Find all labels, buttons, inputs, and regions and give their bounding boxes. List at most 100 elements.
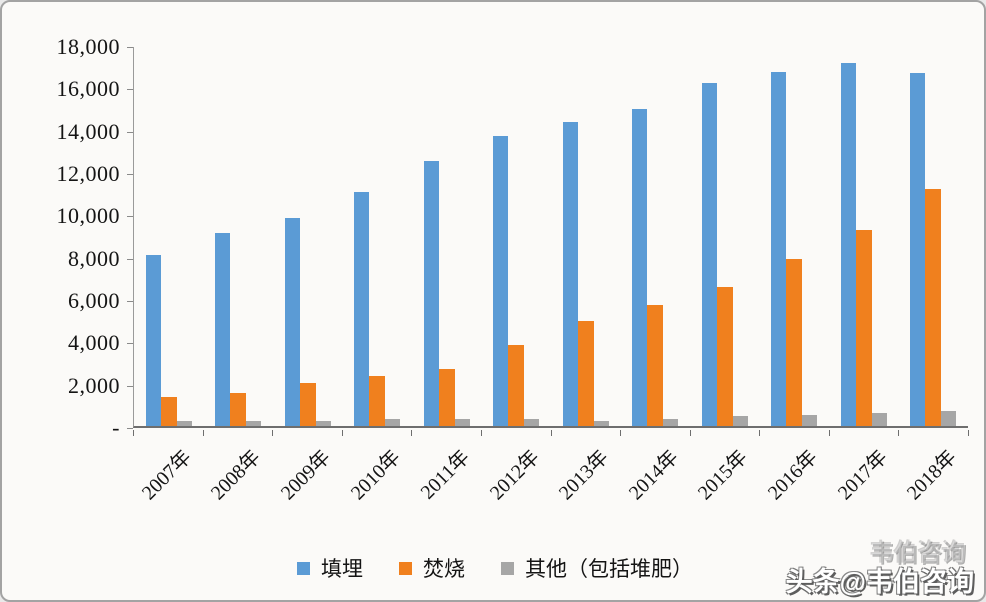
y-axis-tick-label: 12,000 <box>56 161 120 186</box>
x-axis-label-2009年: 2009年 <box>276 446 335 505</box>
x-axis-label-2008年: 2008年 <box>207 446 266 505</box>
y-axis-tick-label: 6,000 <box>68 288 120 313</box>
x-axis-label-2015年: 2015年 <box>694 446 753 505</box>
x-axis-tick-mark <box>480 430 482 436</box>
x-axis-tick-mark <box>202 430 204 436</box>
bar-group-2011年 <box>412 47 482 426</box>
x-axis-label-2018年: 2018年 <box>903 446 962 505</box>
bar-焚烧-2012年 <box>508 344 525 426</box>
y-axis-tick-mark <box>127 174 133 175</box>
y-axis-tick-label: 4,000 <box>68 330 120 356</box>
y-axis-tick-mark <box>127 258 133 260</box>
bar-其他（包括堆肥）-2008年 <box>246 420 262 426</box>
y-axis-tick-label: 2,000 <box>68 372 120 398</box>
bar-填埋-2013年 <box>562 122 578 426</box>
x-axis-tick-mark <box>411 430 413 436</box>
bar-填埋-2014年 <box>632 108 648 426</box>
y-axis-tick-mark <box>127 385 133 387</box>
bar-填埋-2008年 <box>215 233 231 426</box>
bar-填埋-2010年 <box>354 192 370 426</box>
legend-swatch-icon <box>297 561 310 575</box>
bar-其他（包括堆肥）-2016年 <box>802 414 818 426</box>
bar-group-2018年 <box>899 47 969 426</box>
bar-填埋-2009年 <box>284 217 300 426</box>
x-axis-label-2013年: 2013年 <box>555 446 614 505</box>
legend-label: 其他（包括堆肥） <box>525 557 693 581</box>
x-axis-tick-mark <box>133 430 134 436</box>
bar-焚烧-2010年 <box>369 376 386 426</box>
x-axis-label-2016年: 2016年 <box>763 446 822 505</box>
bar-其他（包括堆肥）-2009年 <box>315 420 331 426</box>
bar-焚烧-2007年 <box>160 397 177 426</box>
x-axis-label-2010年: 2010年 <box>346 446 405 505</box>
bar-其他（包括堆肥）-2015年 <box>732 416 748 426</box>
y-axis-tick-label: 16,000 <box>56 76 120 102</box>
bars-container <box>134 47 968 426</box>
x-axis-label-2014年: 2014年 <box>624 446 683 505</box>
bar-焚烧-2018年 <box>925 188 942 426</box>
plot-area <box>133 47 968 428</box>
bar-其他（包括堆肥）-2011年 <box>454 418 470 426</box>
y-axis-tick-label: 14,000 <box>56 118 120 144</box>
y-axis-tick-label: - <box>112 415 120 440</box>
y-axis-tick-label: 18,000 <box>56 34 120 59</box>
bar-其他（包括堆肥）-2013年 <box>593 420 609 426</box>
legend-swatch-icon <box>399 561 412 575</box>
bar-焚烧-2014年 <box>647 305 664 426</box>
bar-其他（包括堆肥）-2010年 <box>385 418 401 426</box>
y-axis-tick-label: 8,000 <box>68 245 120 271</box>
bar-填埋-2017年 <box>840 63 856 426</box>
bar-group-2013年 <box>551 47 621 426</box>
legend-item-其他（包括堆肥）: 其他（包括堆肥） <box>501 553 693 583</box>
bar-group-2012年 <box>482 47 552 426</box>
bar-填埋-2012年 <box>493 136 509 426</box>
x-axis-tick-mark <box>550 430 552 436</box>
bar-填埋-2018年 <box>910 72 926 426</box>
y-axis-tick-mark <box>127 47 133 48</box>
bar-填埋-2015年 <box>701 83 717 426</box>
legend: 填埋 焚烧 其他（包括堆肥） <box>2 553 984 583</box>
bar-其他（包括堆肥）-2018年 <box>941 410 957 426</box>
bar-group-2017年 <box>829 47 899 426</box>
bar-group-2008年 <box>204 47 274 426</box>
y-axis-tick-mark <box>127 89 133 91</box>
legend-label: 焚烧 <box>423 557 465 581</box>
bar-group-2016年 <box>760 47 830 426</box>
bar-焚烧-2011年 <box>438 368 455 426</box>
x-axis-tick-mark <box>689 430 691 436</box>
bar-焚烧-2017年 <box>855 230 872 426</box>
y-axis-tick-mark <box>127 343 133 345</box>
bar-焚烧-2013年 <box>577 321 594 426</box>
bar-group-2015年 <box>690 47 760 426</box>
bar-其他（包括堆肥）-2007年 <box>176 420 192 426</box>
x-axis-label-2012年: 2012年 <box>485 446 544 505</box>
y-axis-tick-mark <box>127 428 133 429</box>
x-axis-label-2007年: 2007年 <box>137 446 196 505</box>
y-axis-tick-label: 10,000 <box>56 203 120 229</box>
x-axis-tick-mark <box>898 430 900 436</box>
bar-其他（包括堆肥）-2017年 <box>871 413 887 426</box>
legend-item-焚烧: 焚烧 <box>399 553 465 583</box>
bar-group-2007年 <box>134 47 204 426</box>
y-axis-tick-mark <box>127 131 133 133</box>
bar-焚烧-2009年 <box>299 382 316 426</box>
legend-swatch-icon <box>501 561 514 575</box>
bar-焚烧-2016年 <box>786 258 803 426</box>
x-axis-tick-mark <box>620 430 622 436</box>
legend-label: 填埋 <box>321 557 363 581</box>
x-axis-tick-mark <box>341 430 343 436</box>
bar-group-2014年 <box>621 47 691 426</box>
legend-item-填埋: 填埋 <box>297 553 363 583</box>
bar-焚烧-2015年 <box>716 287 733 426</box>
bar-group-2009年 <box>273 47 343 426</box>
x-axis-label-2011年: 2011年 <box>416 446 474 504</box>
bar-填埋-2016年 <box>771 71 787 426</box>
y-axis-tick-mark <box>127 216 133 218</box>
x-axis-tick-mark <box>968 430 969 436</box>
bar-填埋-2011年 <box>423 161 439 426</box>
bar-焚烧-2008年 <box>230 393 247 426</box>
x-axis-tick-mark <box>272 430 274 436</box>
bar-填埋-2007年 <box>145 254 161 426</box>
bar-group-2010年 <box>343 47 413 426</box>
